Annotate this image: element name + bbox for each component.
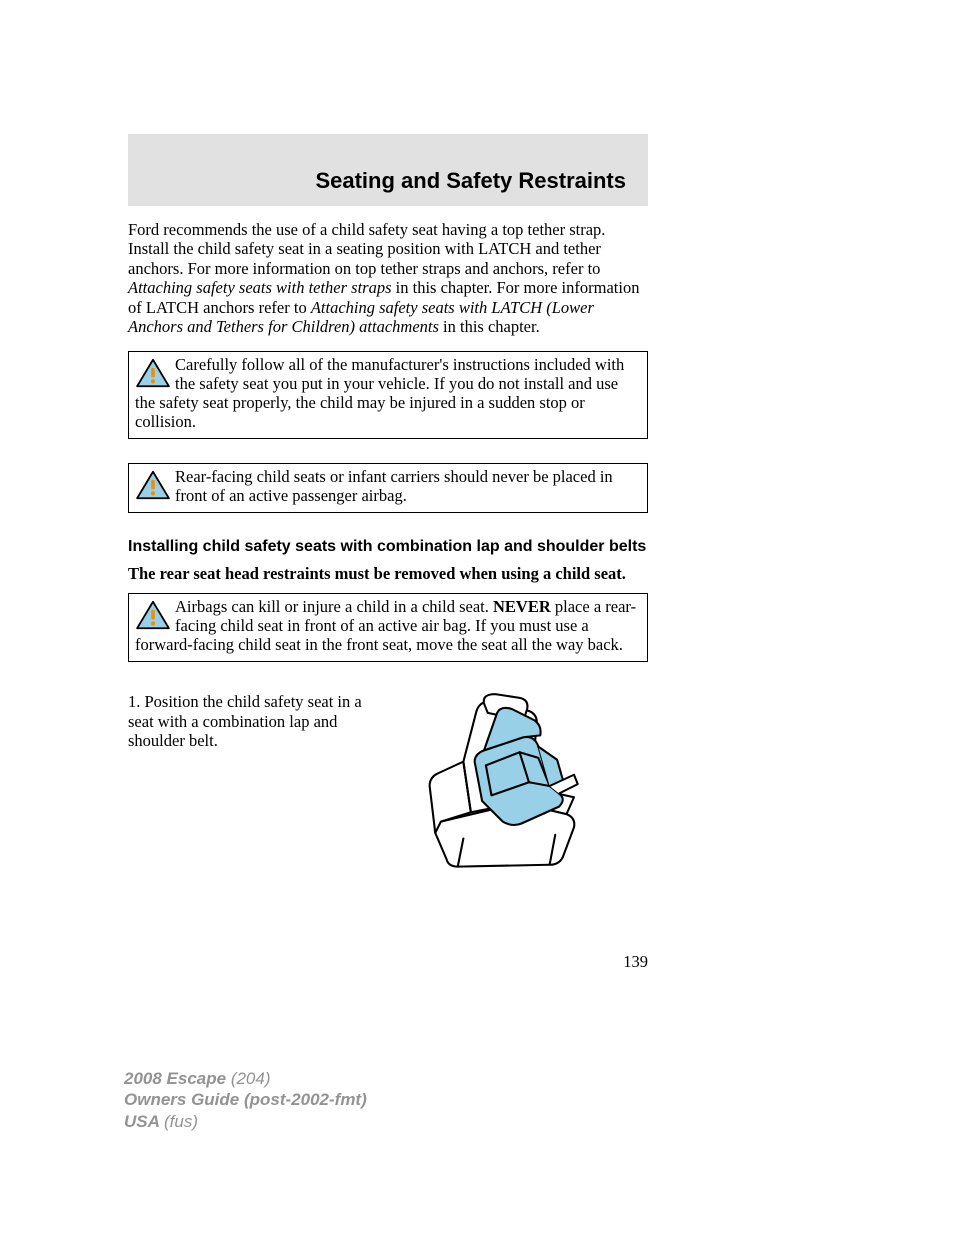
section-note: The rear seat head restraints must be re… xyxy=(128,564,648,583)
warning-box-2: Rear-facing child seats or infant carrie… xyxy=(128,463,648,513)
intro-post: in this chapter. xyxy=(439,317,540,336)
step-1-figure xyxy=(394,692,648,880)
warning-3-pre: Airbags can kill or injure a child in a … xyxy=(175,597,493,616)
footer-model: 2008 Escape xyxy=(124,1069,231,1088)
page-title: Seating and Safety Restraints xyxy=(315,168,626,194)
warning-box-3: Airbags can kill or injure a child in a … xyxy=(128,593,648,662)
child-seat-illustration xyxy=(409,692,634,880)
intro-pre: Ford recommends the use of a child safet… xyxy=(128,220,605,278)
step-1-text: 1. Position the child safety seat in a s… xyxy=(128,692,378,750)
footer-code: (204) xyxy=(231,1069,271,1088)
warning-3-never: NEVER xyxy=(493,597,551,616)
warning-2-text: Rear-facing child seats or infant carrie… xyxy=(175,467,613,505)
page-number: 139 xyxy=(128,952,648,972)
footer: 2008 Escape (204) Owners Guide (post-200… xyxy=(124,1068,367,1132)
section-subhead: Installing child safety seats with combi… xyxy=(128,537,648,556)
warning-1-text: Carefully follow all of the manufacturer… xyxy=(135,355,624,431)
step-1-row: 1. Position the child safety seat in a s… xyxy=(128,692,648,880)
footer-line-3: USA (fus) xyxy=(124,1111,367,1132)
page: Seating and Safety Restraints Ford recom… xyxy=(0,0,954,1235)
footer-line-2: Owners Guide (post-2002-fmt) xyxy=(124,1089,367,1110)
intro-ref1: Attaching safety seats with tether strap… xyxy=(128,278,392,297)
header-band: Seating and Safety Restraints xyxy=(128,134,648,206)
warning-icon xyxy=(135,470,171,500)
footer-line-1: 2008 Escape (204) xyxy=(124,1068,367,1089)
warning-icon xyxy=(135,600,171,630)
content-column: Ford recommends the use of a child safet… xyxy=(128,220,648,880)
intro-paragraph: Ford recommends the use of a child safet… xyxy=(128,220,648,337)
warning-box-1: Carefully follow all of the manufacturer… xyxy=(128,351,648,439)
warning-icon xyxy=(135,358,171,388)
footer-region: USA xyxy=(124,1112,164,1131)
footer-fus: (fus) xyxy=(164,1112,198,1131)
